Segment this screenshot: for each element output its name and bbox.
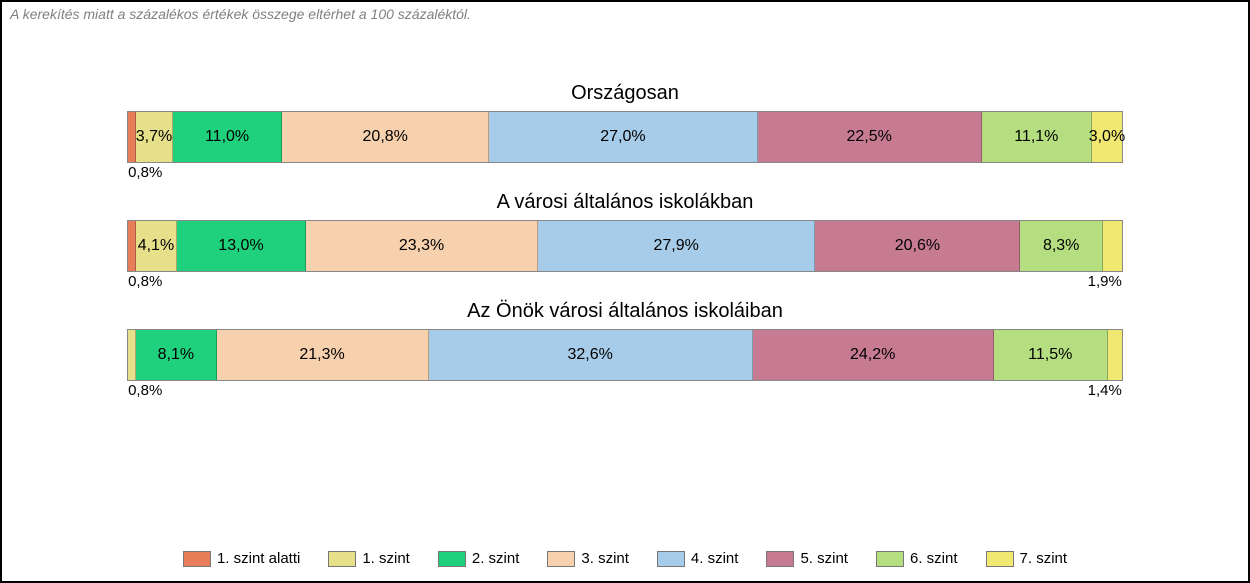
chart-frame: A kerekítés miatt a százalékos értékek ö… [0, 0, 1250, 583]
segment-value: 13,0% [218, 237, 263, 255]
bar-segment: 8,3% [1020, 221, 1103, 271]
bar-wrap: 0,8% 8,1% 21,3% 32,6% 24,2% 11,5% 1,4% [127, 329, 1123, 381]
segment-value: 3,7% [136, 128, 172, 146]
segment-value: 1,4% [1088, 382, 1122, 399]
legend: 1. szint alatti 1. szint 2. szint 3. szint 4… [2, 550, 1248, 567]
bar-segment: 11,0% [173, 112, 282, 162]
segment-value: 0,8% [128, 273, 162, 290]
row-title: Országosan [2, 82, 1248, 105]
segment-value: 11,0% [205, 128, 249, 146]
legend-label: 5. szint [800, 550, 848, 567]
legend-swatch [986, 551, 1014, 567]
segment-value: 0,8% [128, 164, 162, 181]
bar-wrap: 0,8%4,1% 13,0% 23,3% 27,9% 20,6% 8,3% 1,9% [127, 220, 1123, 272]
row-title: Az Önök városi általános iskoláiban [2, 300, 1248, 323]
segment-value: 0,8% [128, 382, 162, 399]
bar-segment: 27,9% [538, 221, 816, 271]
bar-segment: 1,9% [1103, 221, 1122, 271]
segment-value: 22,5% [846, 128, 891, 146]
segment-value: 21,3% [299, 346, 344, 364]
legend-item: 7. szint [986, 550, 1068, 567]
bar-row: A városi általános iskolákban 0,8%4,1% 13,… [2, 191, 1248, 272]
legend-item: 2. szint [438, 550, 520, 567]
bar-segment: 27,0% [489, 112, 758, 162]
legend-item: 1. szint [328, 550, 410, 567]
bar-segment: 8,1% [136, 330, 217, 380]
legend-label: 1. szint alatti [217, 550, 300, 567]
segment-value: 3,0% [1089, 128, 1125, 146]
segment-value: 23,3% [399, 237, 444, 255]
legend-label: 1. szint [362, 550, 410, 567]
segment-value: 32,6% [567, 346, 612, 364]
segment-value: 4,1% [138, 237, 174, 255]
legend-item: 6. szint [876, 550, 958, 567]
rounding-note: A kerekítés miatt a százalékos értékek ö… [10, 6, 471, 22]
legend-item: 1. szint alatti [183, 550, 300, 567]
legend-swatch [876, 551, 904, 567]
segment-value: 27,9% [654, 237, 699, 255]
bar-segment: 23,3% [306, 221, 538, 271]
segment-value: 8,3% [1043, 237, 1079, 255]
legend-item: 3. szint [547, 550, 629, 567]
segment-value: 27,0% [600, 128, 645, 146]
bar-segment: 32,6% [429, 330, 753, 380]
bar-segment: 22,5% [758, 112, 982, 162]
legend-item: 4. szint [657, 550, 739, 567]
chart-area: Országosan0,8%3,7%11,0%20,8%27,0%22,5%11… [2, 82, 1248, 409]
segment-value: 24,2% [850, 346, 895, 364]
legend-label: 6. szint [910, 550, 958, 567]
legend-swatch [328, 551, 356, 567]
legend-swatch [766, 551, 794, 567]
segment-value: 20,8% [363, 128, 408, 146]
bar-wrap: 0,8%3,7% 11,0% 20,8% 27,0% 22,5% 11,1% 3,0% [127, 111, 1123, 163]
bar-segment: 0,8% [128, 112, 136, 162]
bar-segment: 4,1% [136, 221, 177, 271]
bar-segment: 0,8% [128, 330, 136, 380]
legend-label: 3. szint [581, 550, 629, 567]
legend-swatch [438, 551, 466, 567]
bar-segment: 13,0% [177, 221, 306, 271]
bar-segment: 21,3% [217, 330, 429, 380]
bar-segment: 1,4% [1108, 330, 1122, 380]
stacked-bar: 0,8%4,1% 13,0% 23,3% 27,9% 20,6% 8,3% 1,9% [127, 220, 1123, 272]
legend-label: 7. szint [1020, 550, 1068, 567]
row-title: A városi általános iskolákban [2, 191, 1248, 214]
bar-segment: 0,8% [128, 221, 136, 271]
segment-value: 20,6% [895, 237, 940, 255]
segment-value: 11,1% [1014, 128, 1058, 146]
bar-segment: 24,2% [753, 330, 994, 380]
bar-segment: 20,6% [815, 221, 1020, 271]
bar-segment: 20,8% [282, 112, 489, 162]
legend-swatch [547, 551, 575, 567]
bar-row: Az Önök városi általános iskoláiban 0,8% 8… [2, 300, 1248, 381]
bar-segment: 11,5% [994, 330, 1108, 380]
stacked-bar: 0,8%3,7% 11,0% 20,8% 27,0% 22,5% 11,1% 3,0% [127, 111, 1123, 163]
legend-swatch [183, 551, 211, 567]
segment-value: 1,9% [1088, 273, 1122, 290]
segment-value: 11,5% [1028, 346, 1072, 364]
legend-swatch [657, 551, 685, 567]
stacked-bar: 0,8% 8,1% 21,3% 32,6% 24,2% 11,5% 1,4% [127, 329, 1123, 381]
bar-segment: 3,0% [1092, 112, 1122, 162]
bar-row: Országosan 0,8%3,7% 11,0% 20,8% 27,0% 22,5% 11… [2, 82, 1248, 163]
legend-item: 5. szint [766, 550, 848, 567]
legend-label: 2. szint [472, 550, 520, 567]
bar-segment: 3,7% [136, 112, 173, 162]
segment-value: 8,1% [158, 346, 194, 364]
legend-label: 4. szint [691, 550, 739, 567]
bar-segment: 11,1% [982, 112, 1092, 162]
